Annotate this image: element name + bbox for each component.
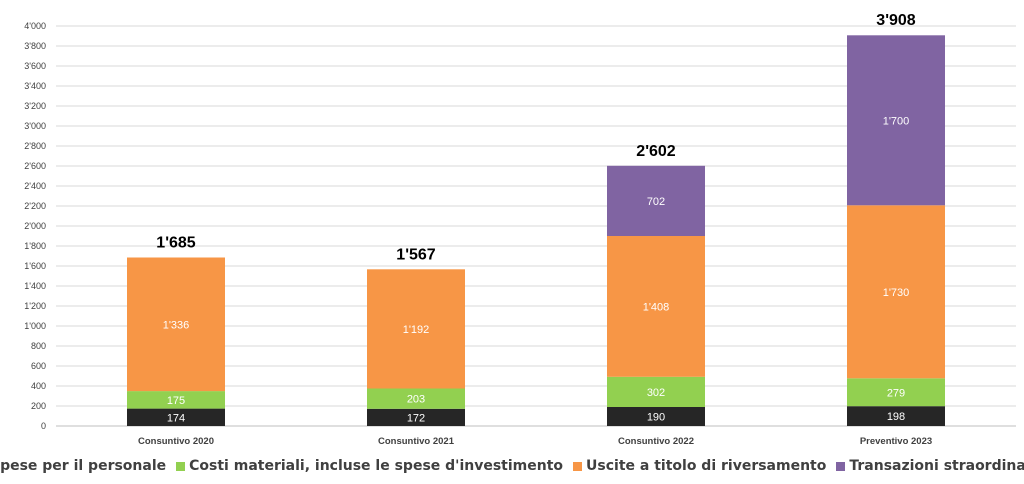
legend-item: Costi materiali, incluse le spese d'inve… (176, 458, 563, 474)
bar-segment (607, 407, 705, 426)
y-tick-label: 2'000 (24, 221, 46, 231)
bar-segment (607, 165, 705, 236)
legend-label: Costi materiali, incluse le spese d'inve… (189, 458, 564, 474)
legend-label: Transazioni straordinarie (849, 458, 1024, 474)
bar-segment (847, 35, 945, 206)
stacked-bar-chart: 0 200 400 600 800 1'000 1'200 1'400 1'600 1'800 2'… (24, 12, 1016, 447)
total-label: 1'685 (156, 235, 196, 252)
total-label: 2'602 (636, 143, 676, 160)
bar-segment (847, 205, 945, 379)
bar-segment (847, 406, 945, 426)
total-label: 1'567 (396, 246, 436, 263)
y-tick-label: 1'600 (24, 261, 46, 271)
y-tick-label: 800 (31, 341, 46, 351)
bar-segment (127, 408, 225, 426)
legend-item: Spese per il personale (0, 458, 166, 474)
y-tick-label: 3'600 (24, 61, 46, 71)
y-tick-label: 4'000 (24, 21, 46, 31)
y-tick-label: 1'200 (24, 301, 46, 311)
total-label: 3'908 (876, 12, 916, 29)
data-label: 1'336 (163, 319, 190, 331)
y-axis-ticks: 0 200 400 600 800 1'000 1'200 1'400 1'600 1'800 2'… (24, 21, 46, 431)
bar-segment (127, 257, 225, 392)
y-tick-label: 0 (41, 421, 46, 431)
legend-swatch (573, 461, 583, 471)
y-tick-label: 200 (31, 401, 46, 411)
y-tick-label: 3'800 (24, 41, 46, 51)
bar-segment (607, 236, 705, 377)
data-label: 279 (887, 387, 905, 399)
y-tick-label: 2'400 (24, 181, 46, 191)
data-label: 1'700 (883, 115, 910, 127)
bar-segment (127, 391, 225, 409)
bar-segment (367, 269, 465, 389)
bars: 174 175 1'336 1'685 172 203 1'192 1'567 190 302 1'… (127, 12, 945, 426)
y-tick-label: 2'200 (24, 201, 46, 211)
data-label: 302 (647, 387, 665, 399)
bar-segment (847, 378, 945, 407)
legend-item: Uscite a titolo di riversamento (573, 458, 826, 474)
legend-swatch (836, 461, 846, 471)
y-tick-label: 2'800 (24, 141, 46, 151)
x-tick-label: Consuntivo 2020 (138, 436, 214, 447)
y-tick-label: 1'400 (24, 281, 46, 291)
legend-label: Uscite a titolo di riversamento (586, 458, 827, 474)
y-tick-label: 400 (31, 381, 46, 391)
legend-item: Transazioni straordinarie (836, 458, 1024, 474)
y-tick-label: 600 (31, 361, 46, 371)
data-label: 702 (647, 196, 665, 208)
data-label: 175 (167, 395, 185, 407)
y-tick-label: 3'200 (24, 101, 46, 111)
data-label: 172 (407, 412, 425, 424)
x-axis-labels: Consuntivo 2020 Consuntivo 2021 Consuntivo… (138, 436, 932, 447)
data-label: 1'730 (883, 287, 910, 299)
bar-segment (367, 388, 465, 409)
x-tick-label: Consuntivo 2022 (618, 436, 694, 447)
data-label: 190 (647, 412, 665, 424)
data-label: 203 (407, 394, 425, 406)
data-label: 198 (887, 411, 905, 423)
data-label: 174 (167, 412, 185, 424)
bar-segment (367, 408, 465, 426)
legend-swatch (176, 461, 186, 471)
x-tick-label: Consuntivo 2021 (378, 436, 455, 447)
legend-label: Spese per il personale (0, 458, 167, 474)
y-tick-label: 1'800 (24, 241, 46, 251)
x-tick-label: Preventivo 2023 (860, 436, 932, 447)
y-tick-label: 3'400 (24, 81, 46, 91)
y-tick-label: 2'600 (24, 161, 46, 171)
y-tick-label: 1'000 (24, 321, 46, 331)
y-tick-label: 3'000 (24, 121, 46, 131)
data-label: 1'408 (643, 301, 670, 313)
data-label: 1'192 (403, 324, 430, 336)
legend: Spese per il personale Costi materiali, i… (0, 456, 1024, 476)
bar-segment (607, 376, 705, 407)
